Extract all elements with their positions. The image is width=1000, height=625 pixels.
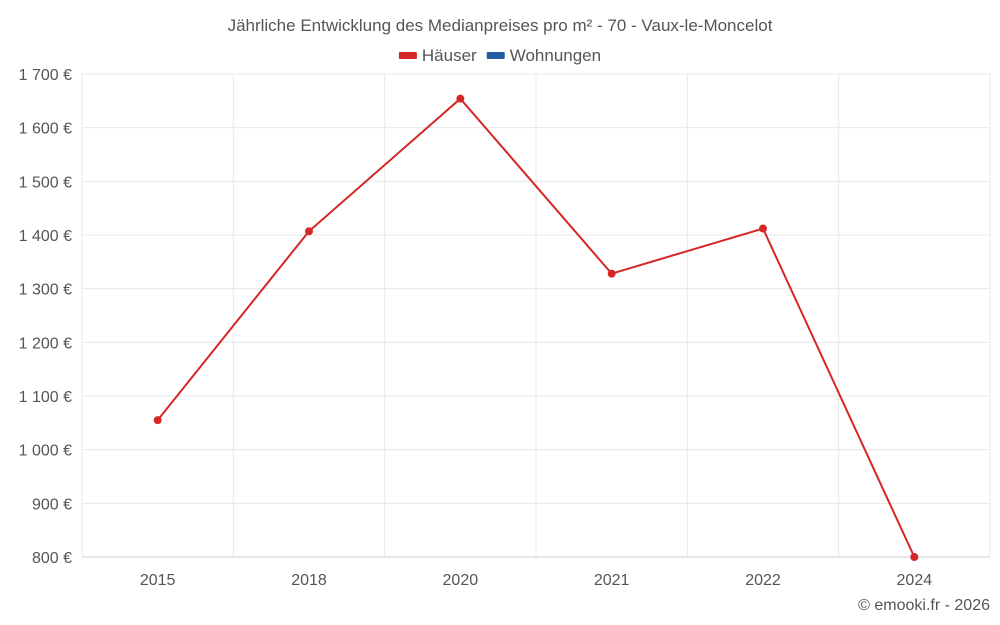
x-tick-label: 2015 — [140, 572, 176, 589]
x-tick-label: 2020 — [443, 572, 479, 589]
x-tick-label: 2021 — [594, 572, 630, 589]
points-layer — [153, 94, 919, 561]
data-point[interactable] — [456, 94, 465, 103]
x-tick-label: 2024 — [897, 572, 933, 589]
data-point[interactable] — [759, 224, 767, 233]
legend-item[interactable]: Häuser — [398, 46, 477, 65]
y-tick-label: 1 100 € — [19, 389, 72, 406]
y-tick-label: 1 500 € — [19, 174, 72, 191]
x-tick-label: 2018 — [291, 572, 327, 589]
grid-layer — [81, 73, 991, 557]
series-layer — [156, 97, 916, 558]
legend: Häuser Wohnungen — [398, 46, 601, 65]
data-point[interactable] — [305, 227, 313, 236]
y-tick-label: 1 400 € — [19, 228, 72, 245]
y-tick-label: 800 € — [32, 550, 72, 567]
data-point[interactable] — [910, 553, 919, 561]
legend-swatch — [486, 52, 505, 59]
data-point[interactable] — [607, 269, 616, 278]
chart-title: Jährliche Entwicklung des Medianpreises … — [228, 16, 773, 35]
legend-label: Häuser — [422, 46, 477, 65]
legend-swatch — [398, 52, 417, 59]
axis-layer: 800 € 900 € 1 000 € 1 100 € 1 200 € 1 300 € 1 … — [19, 67, 990, 589]
credit-text: © emooki.fr - 2026 — [858, 597, 990, 614]
y-tick-label: 1 600 € — [19, 121, 72, 138]
legend-label: Wohnungen — [510, 46, 601, 65]
y-tick-label: 1 000 € — [19, 443, 72, 460]
data-point[interactable] — [153, 416, 162, 425]
y-tick-label: 900 € — [32, 496, 72, 513]
x-tick-label: 2022 — [745, 572, 781, 589]
y-tick-label: 1 200 € — [19, 335, 72, 352]
y-tick-label: 1 300 € — [19, 282, 72, 299]
series-line-häuser — [156, 97, 916, 558]
legend-item[interactable]: Wohnungen — [486, 46, 601, 65]
y-tick-label: 1 700 € — [19, 67, 72, 84]
